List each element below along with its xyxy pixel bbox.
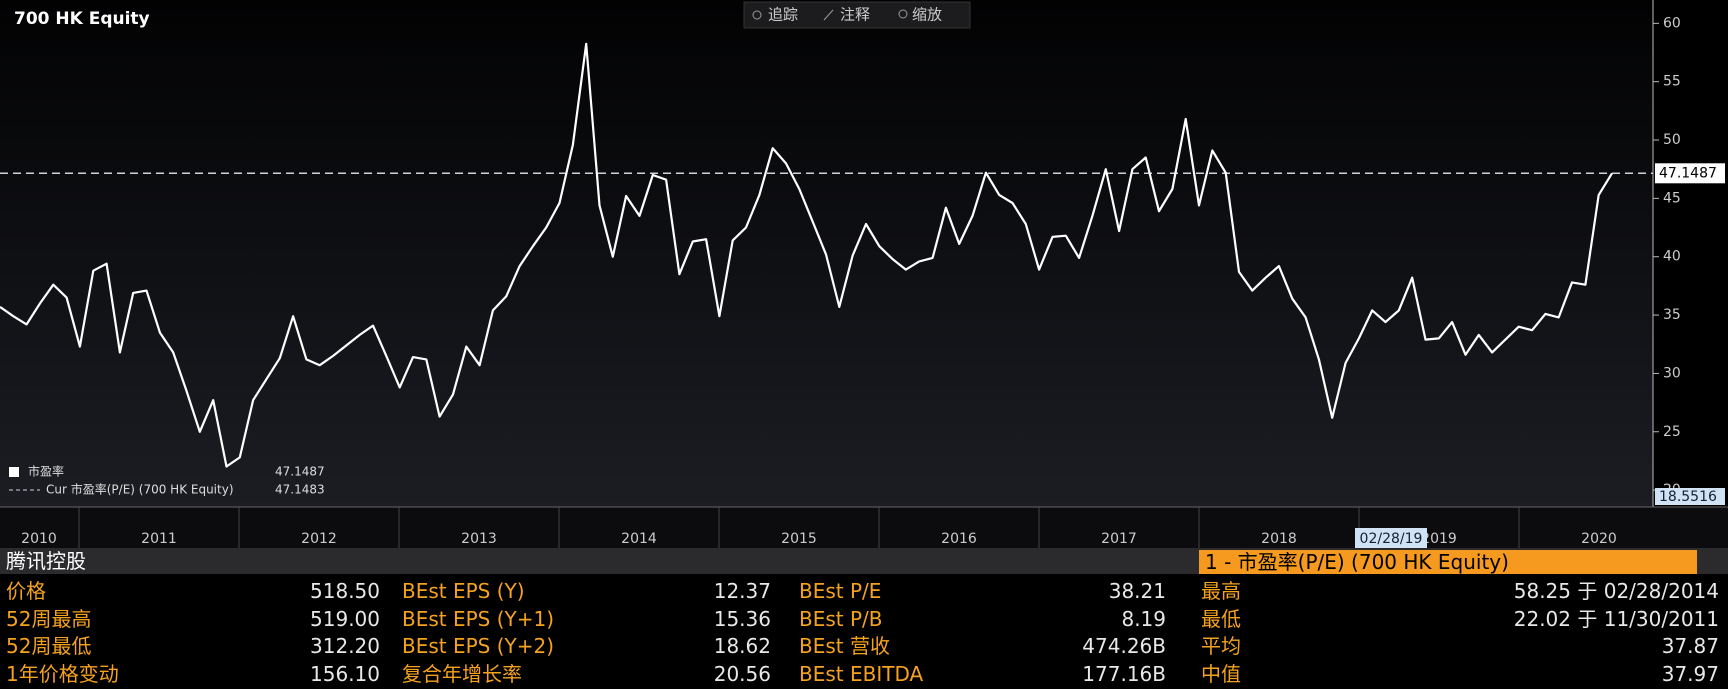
toolbar-button[interactable]: 注释 xyxy=(840,6,870,24)
field-label: BEst P/B xyxy=(799,606,883,631)
x-tick-label: 2013 xyxy=(461,531,497,547)
field-value: 58.25 于 02/28/2014 xyxy=(1513,579,1719,603)
x-marker-box xyxy=(1355,528,1427,548)
field-label: BEst EPS (Y+2) xyxy=(402,634,555,658)
field-label: 52周最低 xyxy=(6,634,92,658)
field-label: 价格 xyxy=(6,579,46,603)
field-value: 518.50 xyxy=(310,579,380,603)
x-tick-label: 2019 xyxy=(1421,531,1457,547)
field-label: BEst EPS (Y) xyxy=(402,579,525,603)
field-label: BEst P/E xyxy=(799,579,882,603)
icon xyxy=(898,9,908,19)
x-tick-label: 2020 xyxy=(1581,531,1617,547)
x-marker-label: 02/28/19 xyxy=(1360,531,1423,547)
field-label: 最低 xyxy=(1201,606,1241,631)
x-tick-label: 2015 xyxy=(781,531,817,547)
y-tick-label: 40 xyxy=(1663,249,1681,265)
field-value: 22.02 于 11/30/2011 xyxy=(1513,606,1719,631)
field-label: 复合年增长率 xyxy=(402,661,522,686)
field-label: 1年价格变动 xyxy=(6,661,119,686)
field-value: 8.19 xyxy=(1121,606,1166,631)
legend-value: 47.1483 xyxy=(275,483,325,497)
toolbar xyxy=(743,1,971,29)
field-value: 15.36 xyxy=(713,606,771,631)
x-tick-label: 2012 xyxy=(301,531,337,547)
icon xyxy=(823,9,834,21)
y-tick-label: 35 xyxy=(1663,307,1681,323)
axis-min-box xyxy=(1655,488,1725,505)
field-label: 平均 xyxy=(1201,634,1241,658)
legend-label: Cur 市盈率(P/E) (700 HK Equity) xyxy=(46,482,234,497)
series-line xyxy=(0,42,1613,468)
field-value: 177.16B xyxy=(1082,661,1166,686)
y-tick-label: 55 xyxy=(1663,74,1681,90)
last-value-box xyxy=(1655,163,1725,184)
toolbar-button[interactable]: 缩放 xyxy=(912,6,942,24)
field-label: 最高 xyxy=(1201,579,1241,603)
y-tick-label: 25 xyxy=(1663,424,1681,440)
y-tick-label: 50 xyxy=(1663,132,1681,148)
x-tick-label: 2016 xyxy=(941,531,977,547)
y-tick-label: 30 xyxy=(1663,365,1681,381)
y-tick-label: 45 xyxy=(1663,190,1681,206)
icon xyxy=(752,10,762,20)
legend-swatch xyxy=(9,467,19,477)
x-axis-band xyxy=(0,507,1728,548)
field-value: 474.26B xyxy=(1082,634,1166,658)
toolbar-button[interactable]: 追踪 xyxy=(768,6,798,24)
legend-value: 47.1487 xyxy=(275,465,325,479)
legend-label: 市盈率 xyxy=(28,464,64,479)
field-value: 312.20 xyxy=(310,634,380,658)
field-value: 37.97 xyxy=(1661,661,1719,686)
field-label: BEst EPS (Y+1) xyxy=(402,606,555,631)
x-tick-label: 2011 xyxy=(141,531,177,547)
field-value: 37.87 xyxy=(1661,634,1719,658)
series-label: 1 - 市盈率(P/E) (700 HK Equity) xyxy=(1199,550,1697,574)
x-tick-label: 2014 xyxy=(621,531,657,547)
field-value: 519.00 xyxy=(310,606,380,631)
panel-title: 腾讯控股 xyxy=(6,549,86,573)
x-tick-label: 2010 xyxy=(21,531,57,547)
chart: 700 HK Equity 追踪 注释 缩放 20253035404550556… xyxy=(0,0,1728,548)
axis-min-label: 18.5516 xyxy=(1659,489,1717,505)
field-value: 38.21 xyxy=(1108,579,1166,603)
x-tick-label: 2018 xyxy=(1261,531,1297,547)
x-tick-label: 2017 xyxy=(1101,531,1137,547)
y-tick-label: 60 xyxy=(1663,15,1681,31)
chart-title: 700 HK Equity xyxy=(14,9,150,29)
field-label: 52周最高 xyxy=(6,606,92,631)
field-value: 18.62 xyxy=(713,634,771,658)
field-value: 20.56 xyxy=(713,661,771,686)
last-value-label: 47.1487 xyxy=(1659,165,1717,181)
field-value: 156.10 xyxy=(310,661,380,686)
field-value: 12.37 xyxy=(713,579,771,603)
field-label: BEst 营收 xyxy=(799,634,890,658)
field-label: 中值 xyxy=(1201,661,1241,686)
field-label: BEst EBITDA xyxy=(799,661,924,686)
